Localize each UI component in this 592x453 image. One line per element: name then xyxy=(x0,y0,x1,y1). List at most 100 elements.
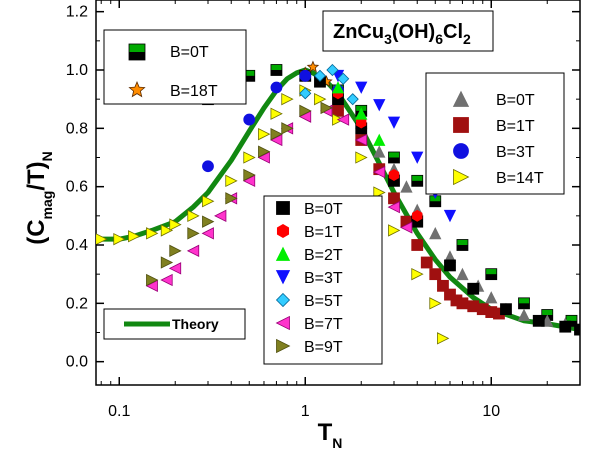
data-point xyxy=(270,128,283,141)
data-point xyxy=(169,218,182,231)
data-point xyxy=(373,133,386,146)
x-tick-label: 1 xyxy=(301,403,310,420)
data-point xyxy=(336,113,350,126)
data-point xyxy=(559,320,572,333)
legend-label: B=18T xyxy=(170,83,218,100)
plot-frame xyxy=(95,0,581,386)
data-point-half xyxy=(411,180,423,187)
data-point xyxy=(517,308,531,321)
data-point xyxy=(202,160,214,173)
y-axis-label-sub: mag xyxy=(39,191,55,220)
legend-marker xyxy=(275,246,291,261)
data-point xyxy=(355,107,368,120)
legend-label: Theory xyxy=(172,316,219,332)
data-point xyxy=(411,268,424,281)
y-axis-label: (Cmag/T)N xyxy=(23,151,55,245)
data-point xyxy=(258,128,271,141)
legend-label: B=9T xyxy=(304,339,343,356)
data-point xyxy=(202,195,215,208)
legend-right-top: B=0T B=1T B=3T B=14T xyxy=(425,72,565,195)
legend-top-left: B=0T B=18T xyxy=(103,29,247,105)
data-point xyxy=(160,256,174,269)
data-point xyxy=(354,133,368,147)
legend-bottom-left: Theory xyxy=(103,308,246,340)
y-tick-label: 1.0 xyxy=(66,62,88,79)
legend-marker-shape xyxy=(453,143,469,159)
data-point xyxy=(387,116,401,129)
legend-marker-shape xyxy=(453,168,470,186)
series-center-b-5t xyxy=(299,63,359,106)
data-point xyxy=(420,256,433,269)
data-point xyxy=(299,104,312,117)
y-tick-label: 0.0 xyxy=(66,354,88,371)
data-point xyxy=(306,60,320,73)
x-axis-label-sub: N xyxy=(332,435,342,451)
series-right-top-b-1t xyxy=(332,104,505,320)
data-point xyxy=(313,69,327,82)
data-point xyxy=(214,209,227,222)
x-tick-label: 0.1 xyxy=(108,403,130,420)
data-point xyxy=(500,303,512,316)
data-point xyxy=(429,226,442,240)
x-tick-label: 10 xyxy=(482,403,500,420)
data-point xyxy=(281,122,294,135)
data-point-half xyxy=(518,303,530,309)
y-tick-label: 0.6 xyxy=(66,179,88,196)
legend-right-top-frame xyxy=(425,72,565,195)
legend-marker-shape xyxy=(128,80,146,98)
data-point-half xyxy=(456,245,468,251)
title-box-frame xyxy=(322,10,494,52)
data-point xyxy=(456,297,469,310)
data-point xyxy=(373,186,386,199)
data-marks xyxy=(96,60,580,345)
data-point xyxy=(429,268,442,281)
data-point xyxy=(146,273,159,287)
legend-marker xyxy=(453,117,469,133)
data-point-half xyxy=(565,320,577,327)
legend-label: B=5T xyxy=(304,293,343,310)
legend-label: B=14T xyxy=(496,170,544,187)
data-point xyxy=(355,151,368,164)
data-point xyxy=(168,262,182,275)
legend-marker-shape xyxy=(275,292,291,308)
series-center-b-7t xyxy=(145,104,413,292)
series-center-b-9t xyxy=(146,101,333,287)
data-point-half xyxy=(243,75,255,82)
data-point xyxy=(258,145,271,158)
data-point xyxy=(281,93,294,106)
y-tick-label: 1.2 xyxy=(66,4,88,21)
data-point xyxy=(187,227,200,240)
data-point xyxy=(187,209,200,222)
data-point xyxy=(331,81,345,94)
data-point xyxy=(411,151,424,164)
data-point xyxy=(243,168,256,182)
data-point xyxy=(346,93,359,106)
data-point xyxy=(299,69,312,82)
data-point xyxy=(160,273,173,287)
data-point xyxy=(467,282,480,295)
data-point xyxy=(372,165,386,179)
y-axis-label-open: (C xyxy=(23,219,50,244)
legend-label: B=0T xyxy=(496,92,535,109)
data-point xyxy=(388,192,400,205)
title-part-1: ZnCu xyxy=(333,21,384,43)
data-point xyxy=(532,314,545,327)
data-point xyxy=(160,224,174,237)
series-right-top-b-14t xyxy=(96,84,450,345)
data-point xyxy=(320,101,333,115)
x-axis-label-main: T xyxy=(318,419,333,446)
data-point xyxy=(169,244,182,257)
data-point-half xyxy=(485,274,497,280)
data-point xyxy=(96,233,108,245)
legend-label: B=3T xyxy=(304,270,343,287)
legend-marker xyxy=(452,90,470,107)
legend-center: B=0T B=1T B=2T B=3T B=5T B=7T B=9T xyxy=(263,195,383,365)
legend-marker-shape xyxy=(453,117,469,133)
data-point xyxy=(270,81,283,94)
legend-marker-shape xyxy=(275,246,291,261)
data-point-half xyxy=(388,157,400,163)
data-point xyxy=(201,227,214,240)
data-point xyxy=(314,93,327,106)
data-point xyxy=(574,323,580,336)
